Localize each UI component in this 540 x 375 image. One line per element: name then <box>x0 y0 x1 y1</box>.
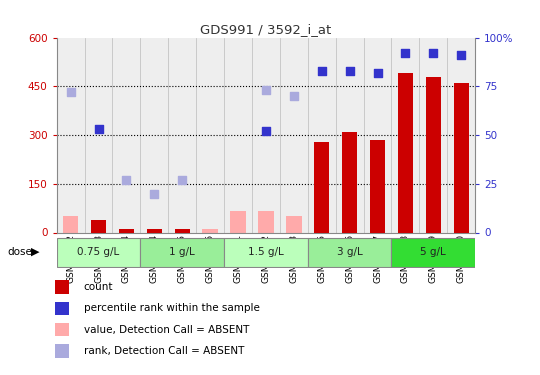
Point <box>122 177 131 183</box>
Bar <box>147 229 162 232</box>
Bar <box>447 38 475 232</box>
Bar <box>336 38 363 232</box>
Point <box>94 126 103 132</box>
Bar <box>140 38 168 232</box>
Point <box>373 70 382 76</box>
Text: 1 g/L: 1 g/L <box>170 246 195 256</box>
Bar <box>308 38 336 232</box>
Bar <box>224 238 308 267</box>
Bar <box>174 229 190 232</box>
Bar <box>370 140 385 232</box>
Text: value, Detection Call = ABSENT: value, Detection Call = ABSENT <box>84 325 249 334</box>
Point <box>150 190 159 196</box>
Point <box>178 177 187 183</box>
Text: 1.5 g/L: 1.5 g/L <box>248 246 284 256</box>
Bar <box>119 229 134 232</box>
Point <box>401 50 410 56</box>
Bar <box>392 38 420 232</box>
Bar <box>314 141 329 232</box>
Point <box>66 89 75 95</box>
Text: rank, Detection Call = ABSENT: rank, Detection Call = ABSENT <box>84 346 244 356</box>
Bar <box>202 229 218 232</box>
Bar <box>174 229 190 232</box>
Point <box>457 52 465 58</box>
Text: percentile rank within the sample: percentile rank within the sample <box>84 303 260 313</box>
Point <box>289 93 298 99</box>
Text: count: count <box>84 282 113 292</box>
Point <box>318 68 326 74</box>
Bar <box>147 229 162 232</box>
Point <box>261 128 270 134</box>
Text: 0.75 g/L: 0.75 g/L <box>77 246 120 256</box>
Bar <box>63 216 78 232</box>
Text: 3 g/L: 3 g/L <box>337 246 362 256</box>
Bar <box>57 38 85 232</box>
Bar <box>363 38 392 232</box>
Bar <box>426 76 441 232</box>
Text: ▶: ▶ <box>31 247 40 257</box>
Bar <box>280 38 308 232</box>
Point <box>261 87 270 93</box>
Bar <box>286 216 301 232</box>
Bar <box>454 83 469 232</box>
Text: 5 g/L: 5 g/L <box>421 246 446 256</box>
Bar <box>258 211 274 232</box>
Bar <box>168 38 196 232</box>
Bar <box>57 238 140 267</box>
Bar <box>140 238 224 267</box>
Bar <box>420 38 447 232</box>
Bar <box>398 73 413 232</box>
Bar <box>85 38 112 232</box>
Bar <box>196 38 224 232</box>
Point <box>346 68 354 74</box>
Bar <box>91 219 106 232</box>
Bar <box>392 238 475 267</box>
Bar <box>308 238 392 267</box>
Bar <box>252 38 280 232</box>
Title: GDS991 / 3592_i_at: GDS991 / 3592_i_at <box>200 23 332 36</box>
Bar <box>231 211 246 232</box>
Bar <box>112 38 140 232</box>
Point <box>429 50 437 56</box>
Text: dose: dose <box>7 247 32 257</box>
Bar <box>342 132 357 232</box>
Bar <box>224 38 252 232</box>
